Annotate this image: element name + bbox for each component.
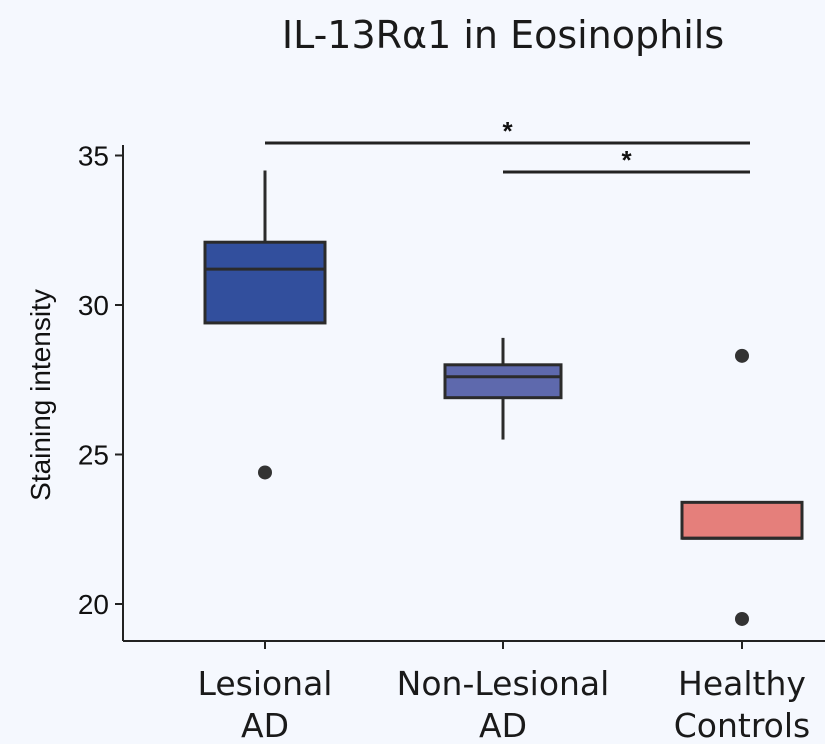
y-axis-label: Staining intensity (25, 289, 56, 501)
y-tick-label: 30 (78, 290, 109, 321)
box (443, 363, 563, 400)
outlier-point (735, 611, 749, 626)
chart-title: IL-13Rα1 in Eosinophils (282, 13, 724, 57)
significance-label: * (502, 116, 513, 146)
box (680, 500, 804, 540)
outlier-point (258, 465, 272, 480)
outlier-point (735, 348, 749, 363)
x-tick-label: Lesional (198, 664, 333, 703)
x-tick-label: Controls (674, 706, 810, 744)
box (203, 240, 327, 325)
y-tick-label: 25 (78, 440, 109, 471)
significance-label: * (621, 145, 632, 175)
y-tick-label: 20 (78, 589, 109, 620)
x-tick-label: Non-Lesional (397, 664, 610, 703)
y-tick-label: 35 (78, 141, 109, 172)
x-tick-label: AD (241, 706, 289, 744)
x-tick-label: AD (479, 706, 527, 744)
x-tick-label: Healthy (678, 664, 806, 703)
